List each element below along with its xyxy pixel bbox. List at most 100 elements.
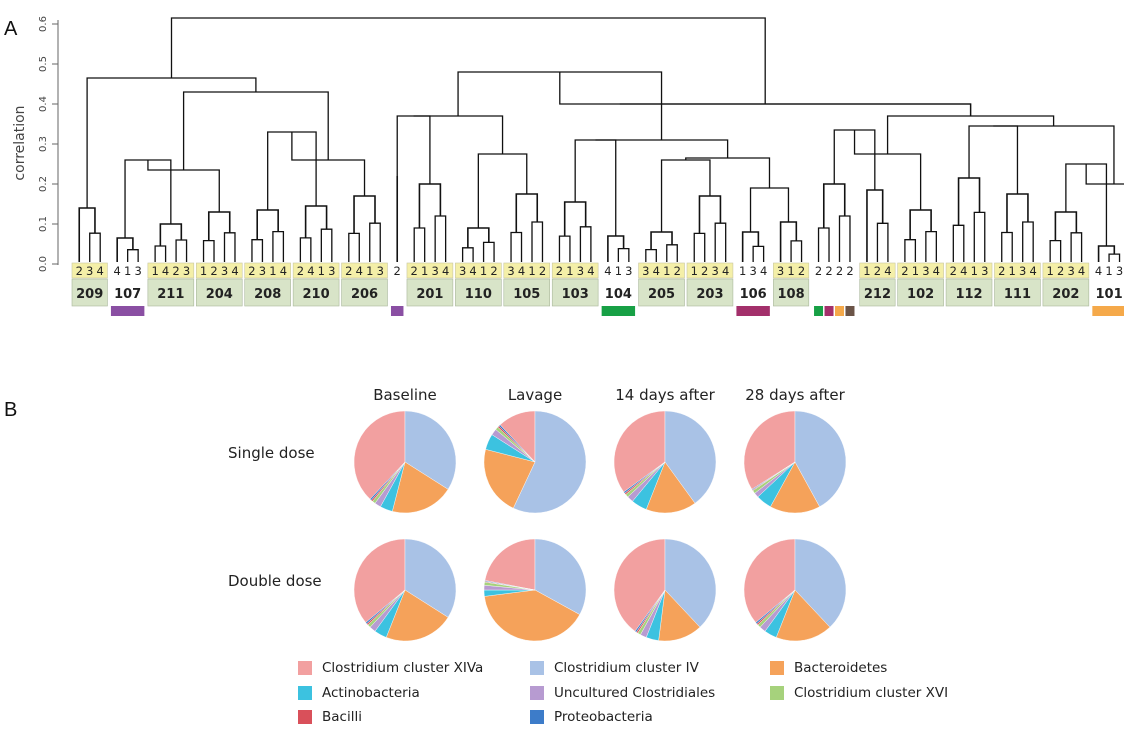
dendrogram-link xyxy=(477,153,528,228)
replicate-label: 3 xyxy=(922,264,929,278)
pie-slice xyxy=(484,580,536,591)
replicate-label: 4 xyxy=(760,264,767,278)
dendrogram-link xyxy=(752,245,765,262)
dendrogram-link xyxy=(968,125,1019,194)
dendrogram-link xyxy=(348,232,360,262)
group-box xyxy=(945,278,993,307)
dendrogram-link xyxy=(175,239,188,262)
replicate-label: 2 xyxy=(210,264,217,278)
group-label: 203 xyxy=(696,287,723,302)
replicate-label: 1 xyxy=(124,264,131,278)
group-box xyxy=(638,278,685,307)
replicate-label: 2 xyxy=(539,264,546,278)
legend-swatch xyxy=(530,710,544,724)
pie-slice xyxy=(613,410,666,493)
replicate-label: 4 xyxy=(307,264,314,278)
pie-column-title: 28 days after xyxy=(745,386,845,404)
rep-box xyxy=(897,262,944,279)
rep-box xyxy=(773,262,810,279)
legend-label: Proteobacteria xyxy=(554,709,653,725)
replicate-label: 1 xyxy=(151,264,158,278)
replicate-label: 3 xyxy=(749,264,756,278)
dendrogram-link xyxy=(515,193,539,233)
legend-label: Clostridium cluster XIVa xyxy=(322,660,483,676)
replicate-label: 2 xyxy=(874,264,881,278)
replicate-label: 2 xyxy=(846,264,853,278)
y-tick-label: 0.5 xyxy=(38,56,49,72)
replicate-label: 2 xyxy=(674,264,681,278)
replicate-label: 2 xyxy=(825,264,832,278)
dendrogram-link xyxy=(251,239,264,262)
group-box xyxy=(859,278,896,307)
dendrogram-tree xyxy=(78,17,1124,262)
dendrogram-link xyxy=(413,115,504,154)
dendrogram-link xyxy=(698,195,722,234)
replicate-label: 3 xyxy=(183,264,190,278)
replicate-label: 4 xyxy=(469,264,476,278)
dendrogram-link xyxy=(159,223,183,246)
group-label: 112 xyxy=(955,287,982,302)
dendrogram-link xyxy=(434,215,447,262)
dendrogram-link xyxy=(304,205,328,238)
replicate-label: 2 xyxy=(998,264,1005,278)
replicate-label: 1 xyxy=(318,264,325,278)
group-label: 211 xyxy=(157,287,184,302)
dendrogram-link xyxy=(685,157,771,188)
dendrogram-link xyxy=(78,207,96,262)
dendrogram-link xyxy=(866,189,884,262)
pie-row-title: Double dose xyxy=(228,572,322,590)
replicate-label: 3 xyxy=(625,264,632,278)
dendrogram-link xyxy=(86,77,257,208)
replicate-label: 1 xyxy=(528,264,535,278)
dendrogram-link xyxy=(563,201,587,237)
group-label: 206 xyxy=(351,287,378,302)
dendrogram-link xyxy=(579,226,592,262)
group-marker xyxy=(845,306,855,316)
dendrogram-link xyxy=(272,230,285,262)
rep-box xyxy=(341,262,388,279)
y-tick-label: 0.0 xyxy=(38,256,49,272)
replicate-label: 3 xyxy=(377,264,384,278)
dendrogram-link xyxy=(876,222,889,262)
rep-box xyxy=(686,262,734,279)
pie-slice xyxy=(353,538,406,623)
replicate-label: 3 xyxy=(1019,264,1026,278)
replicate-label: 4 xyxy=(604,264,611,278)
legend: Clostridium cluster XIVa Clostridium clus… xyxy=(298,660,948,725)
replicate-label: 3 xyxy=(431,264,438,278)
y-tick-label: 0.3 xyxy=(38,136,49,152)
pie-slice xyxy=(775,589,831,642)
dendrogram-link xyxy=(574,139,617,236)
pie-slice xyxy=(534,538,587,615)
replicate-label: 3 xyxy=(981,264,988,278)
rep-box xyxy=(551,262,599,279)
replicate-label: 1 xyxy=(863,264,870,278)
replicate-label: 2 xyxy=(297,264,304,278)
rep-box xyxy=(455,262,502,279)
dendrogram-link xyxy=(909,209,932,240)
replicate-label: 1 xyxy=(912,264,919,278)
dendrogram-link xyxy=(461,247,474,262)
legend-label: Actinobacteria xyxy=(322,685,420,701)
group-label: 106 xyxy=(740,287,767,302)
replicate-label: 3 xyxy=(777,264,784,278)
rep-box xyxy=(292,262,340,279)
group-label: 204 xyxy=(206,287,233,302)
replicate-label: 1 xyxy=(1046,264,1053,278)
dendrogram-link xyxy=(1054,211,1078,241)
dendrogram-link xyxy=(124,159,172,238)
group-label: 208 xyxy=(254,287,281,302)
group-box xyxy=(686,278,734,307)
pie-slice xyxy=(353,410,406,500)
group-label: 107 xyxy=(114,287,141,302)
replicate-label: 4 xyxy=(114,264,121,278)
replicate-label: 4 xyxy=(587,264,594,278)
rep-box xyxy=(638,262,685,279)
pie-slice xyxy=(365,589,406,625)
replicate-label: 2 xyxy=(836,264,843,278)
dendrogram-link xyxy=(299,237,312,262)
group-label: 101 xyxy=(1095,287,1122,302)
pie-slice xyxy=(664,410,717,504)
dendrogram-link xyxy=(925,230,937,262)
dendrogram-link xyxy=(353,195,376,234)
